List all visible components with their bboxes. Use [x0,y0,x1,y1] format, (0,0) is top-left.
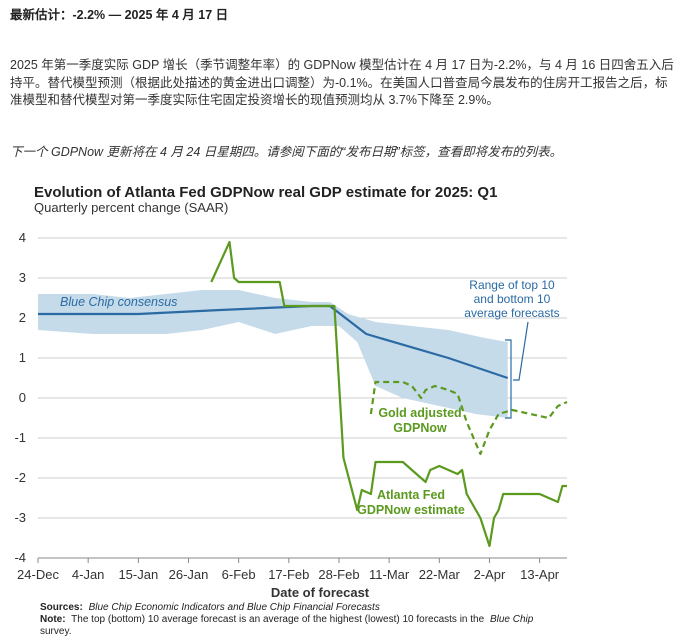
blue-chip-label: Blue Chip consensus [60,295,177,309]
note-line-2: survey. [40,626,72,637]
x-tick-label: 4-Jan [72,567,105,582]
note-text-1: The top (bottom) 10 average forecast is … [71,614,484,625]
estimate-description: 2025 年第一季度实际 GDP 增长（季节调整年率）的 GDPNow 模型估计… [10,58,674,107]
chart-footnotes: Sources: Blue Chip Economic Indicators a… [40,602,534,637]
sources-note: Sources: Blue Chip Economic Indicators a… [40,602,380,613]
range-annotation: Range of top 10 and bottom 10 average fo… [464,278,560,419]
x-tick-label: 2-Apr [474,567,506,582]
x-tick-labels: 24-Dec 4-Jan 15-Jan 26-Jan 6-Feb 17-Feb 28-Feb… [17,558,560,582]
x-tick-label: 17-Feb [268,567,309,582]
y-tick-label: -2 [14,470,26,485]
range-bracket [505,339,512,419]
gold-label-line-2: GDPNow [393,421,447,435]
y-tick-label: -4 [14,550,26,565]
y-tick-label: 4 [19,230,26,245]
series-lines [38,240,568,548]
gdpnow-label-line-2: GDPNow estimate [357,503,465,517]
x-tick-label: 24-Dec [17,567,59,582]
x-tick-label: 6-Feb [222,567,256,582]
sources-text: Blue Chip Economic Indicators and Blue C… [89,602,380,613]
y-tick-label: 0 [19,390,26,405]
sources-label: Sources: [40,602,83,613]
gold-annotation: Gold adjusted GDPNow [378,406,461,435]
y-tick-labels: 4 3 2 1 0 -1 -2 -3 -4 [14,230,26,565]
x-tick-label: 11-Mar [369,567,410,582]
series-line-2 [210,240,567,548]
x-tick-label: 13-Apr [520,567,560,582]
gold-label-line-1: Gold adjusted [378,406,461,420]
y-tick-label: -1 [14,430,26,445]
x-tick-label: 22-Mar [419,567,461,582]
chart-subtitle: Quarterly percent change (SAAR) [34,200,228,215]
forecast-range-band [38,290,508,418]
note-italic: Blue Chip [490,614,534,625]
range-label-line-3: average forecasts [464,306,559,320]
series-line-3 [369,380,568,456]
gdpnow-chart: Evolution of Atlanta Fed GDPNow real GDP… [14,184,568,637]
gdpnow-annotation: Atlanta Fed GDPNow estimate [357,488,465,517]
range-label-line-1: Range of top 10 [469,278,555,292]
y-tick-label: 2 [19,310,26,325]
note-line-1: Note: The top (bottom) 10 average foreca… [40,614,534,625]
range-label-line-2: and bottom 10 [474,292,551,306]
y-tick-label: 1 [19,350,26,365]
next-update-note: 下一个 GDPNow 更新将在 4 月 24 日星期四。请参阅下面的“发布日期”… [10,145,563,159]
latest-estimate-headline: 最新估计：-2.2% — 2025 年 4 月 17 日 [10,8,229,22]
range-pointer [513,321,529,381]
note-label: Note: [40,614,66,625]
x-tick-label: 28-Feb [318,567,359,582]
y-tick-label: -3 [14,510,26,525]
range-band-area [38,290,508,418]
x-axis-label: Date of forecast [271,585,370,600]
x-tick-label: 26-Jan [169,567,209,582]
y-tick-label: 3 [19,270,26,285]
x-tick-label: 15-Jan [118,567,158,582]
chart-title: Evolution of Atlanta Fed GDPNow real GDP… [34,184,497,201]
gdpnow-label-line-1: Atlanta Fed [377,488,445,502]
